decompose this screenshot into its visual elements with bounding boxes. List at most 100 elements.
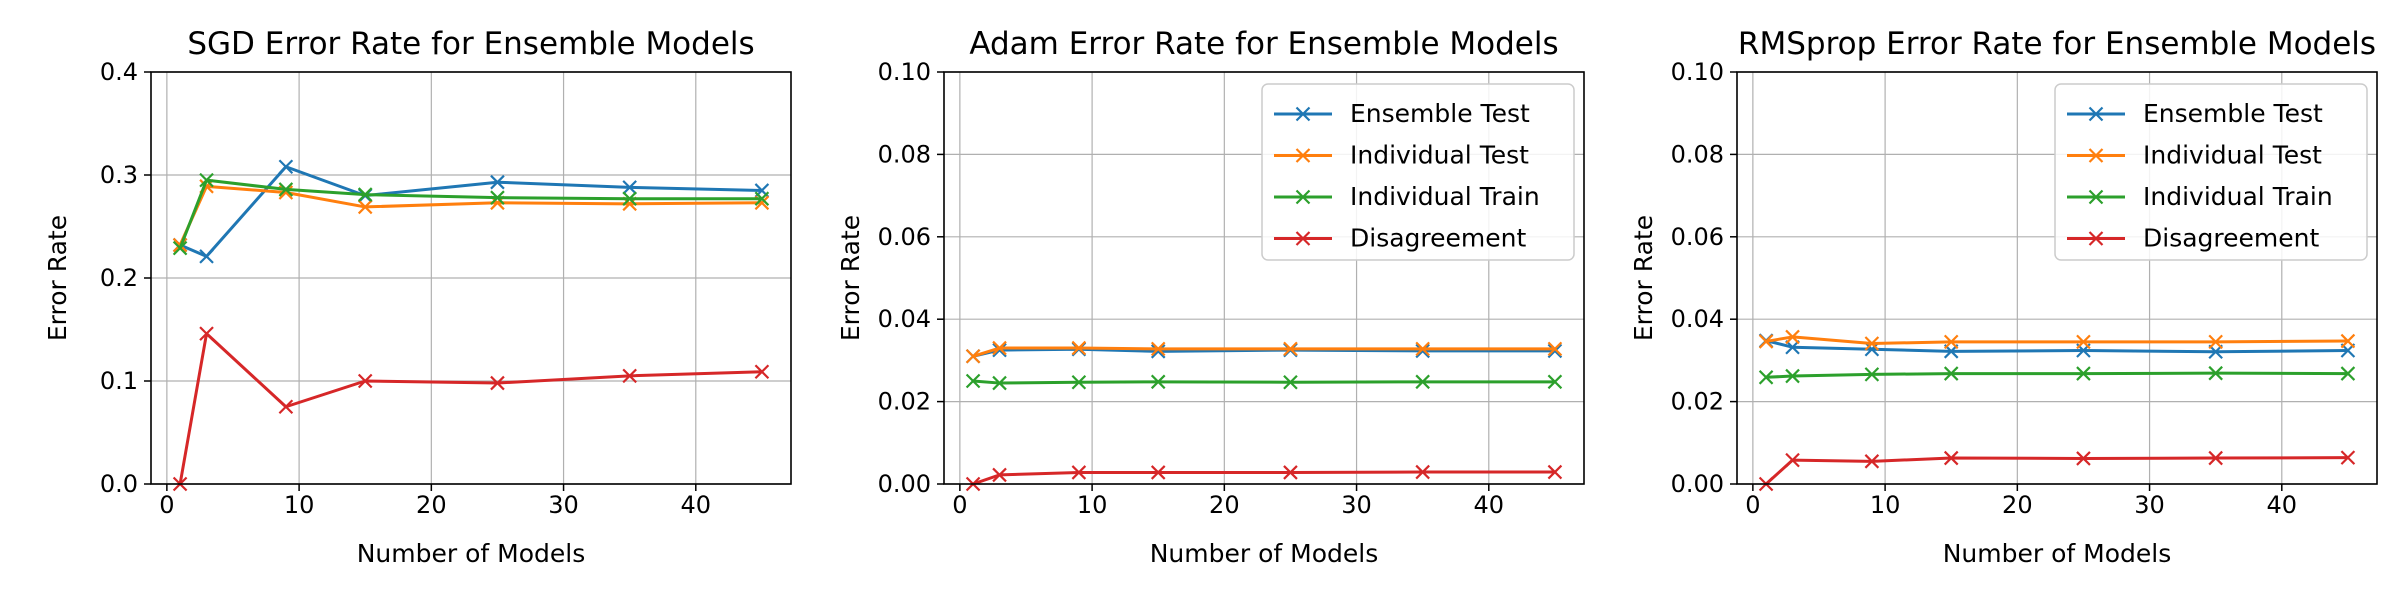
data-point-marker (992, 375, 1007, 391)
y-tick-label: 0.1 (100, 367, 138, 395)
legend-item-individual-test: Individual Test (2067, 141, 2322, 170)
legend-label: Individual Train (1350, 182, 1540, 211)
y-tick-label: 0.00 (878, 470, 931, 498)
data-point-marker (1785, 329, 1800, 345)
data-point-marker (622, 180, 637, 195)
data-point-marker (1547, 343, 1563, 359)
data-point-marker (1758, 334, 1774, 349)
data-point-marker (622, 191, 637, 206)
series-line-individual-test (1765, 335, 2348, 346)
x-tick-label: 40 (681, 491, 712, 519)
y-tick-label: 0.08 (878, 140, 931, 168)
data-point-marker (490, 190, 505, 205)
data-point-marker (1943, 366, 1959, 381)
data-point-marker (1864, 367, 1880, 382)
data-point-marker (1071, 340, 1087, 356)
y-tick-label: 0.4 (100, 58, 138, 86)
data-point-marker (357, 187, 373, 202)
x-tick-label: 20 (416, 491, 447, 519)
x-axis-label: Number of Models (1150, 539, 1379, 568)
y-axis-label: Error Rate (43, 215, 72, 341)
legend-marker (1295, 106, 1311, 122)
series-line-individual-train (1766, 371, 2348, 379)
data-point-marker (992, 340, 1007, 356)
legend-item-ensemble-test: Ensemble Test (1274, 99, 1530, 128)
data-point-marker (1943, 334, 1959, 350)
plot-frame (943, 71, 1585, 485)
legend-marker (1295, 231, 1311, 246)
chart-panel-3: 0 10 20 30 40 0.00 0.02 0.04 0.06 0.08 0.10 RMSprop… (1629, 26, 2378, 568)
data-point-marker (992, 342, 1007, 358)
series-line-ensemble-test (179, 165, 762, 258)
y-tick-label: 0.06 (878, 223, 931, 251)
data-point-marker (1150, 344, 1166, 359)
data-point-marker (199, 172, 214, 188)
data-point-marker (754, 364, 770, 380)
legend-box (1261, 83, 1575, 261)
legend-label: Ensemble Test (1350, 99, 1530, 128)
y-tick-label: 0.04 (878, 305, 931, 333)
data-point-marker (1283, 341, 1298, 357)
legend-marker (1295, 148, 1311, 163)
legend-label: Disagreement (2143, 224, 2319, 253)
data-point-marker (1071, 374, 1087, 390)
data-point-marker (1547, 374, 1563, 390)
data-point-marker (1547, 341, 1563, 357)
legend-item-disagreement: Disagreement (1274, 224, 1526, 253)
legend-label: Individual Test (1350, 141, 1529, 170)
legend-marker (2088, 189, 2104, 205)
legend-marker (2088, 231, 2104, 246)
legend-marker (1295, 189, 1311, 205)
data-point-marker (278, 159, 294, 175)
data-point-marker (1758, 370, 1774, 385)
data-point-marker (622, 368, 637, 384)
legend: Ensemble Test Individual Test Individual T… (1261, 83, 1575, 261)
data-point-marker (2208, 334, 2223, 350)
x-tick-label: 10 (1870, 491, 1901, 519)
data-point-marker (1283, 465, 1298, 480)
data-point-marker (2340, 450, 2356, 465)
series-line-individual-train (972, 379, 1555, 385)
data-point-marker (1943, 450, 1959, 466)
data-point-marker (1864, 336, 1880, 351)
data-point-marker (1415, 343, 1430, 359)
x-tick-label: 30 (1341, 491, 1372, 519)
legend-item-individual-train: Individual Train (1274, 182, 1540, 211)
data-point-marker (357, 199, 373, 215)
y-tick-label: 0.06 (1671, 223, 1724, 251)
y-tick-label: 0.02 (1671, 388, 1724, 416)
chart-panel-1: 0 10 20 30 40 0.0 0.1 0.2 0.3 0.4 SGD Error Rate f… (43, 26, 792, 568)
legend-label: Disagreement (1350, 224, 1526, 253)
data-point-marker (2340, 333, 2356, 349)
legend-item-individual-train: Individual Train (2067, 182, 2333, 211)
y-tick-label: 0.3 (100, 161, 138, 189)
data-point-marker (357, 373, 373, 389)
y-tick-label: 0.04 (1671, 305, 1724, 333)
data-point-marker (1785, 339, 1800, 355)
data-point-marker (1071, 465, 1087, 480)
y-tick-label: 0.10 (878, 58, 931, 86)
y-axis-label: Error Rate (1629, 215, 1658, 341)
legend-marker (2088, 148, 2104, 163)
x-tick-label: 40 (2267, 491, 2298, 519)
legend-item-ensemble-test: Ensemble Test (2067, 99, 2323, 128)
x-axis-label: Number of Models (357, 539, 586, 568)
data-point-marker (2208, 450, 2223, 466)
legend-item-individual-test: Individual Test (1274, 141, 1529, 170)
chart-title: SGD Error Rate for Ensemble Models (187, 26, 754, 62)
data-point-marker (1150, 341, 1166, 357)
series-line-disagreement (972, 470, 1555, 486)
data-point-marker (2208, 365, 2223, 381)
x-tick-label: 0 (952, 491, 967, 519)
data-point-marker (1785, 368, 1800, 384)
data-point-marker (965, 373, 981, 389)
x-tick-label: 10 (284, 491, 315, 519)
data-point-marker (2340, 366, 2356, 381)
data-point-marker (1785, 452, 1800, 468)
series-line-disagreement (1765, 456, 2348, 486)
x-axis-label: Number of Models (1943, 539, 2172, 568)
legend-label: Individual Test (2143, 141, 2322, 170)
data-point-marker (1150, 374, 1166, 390)
